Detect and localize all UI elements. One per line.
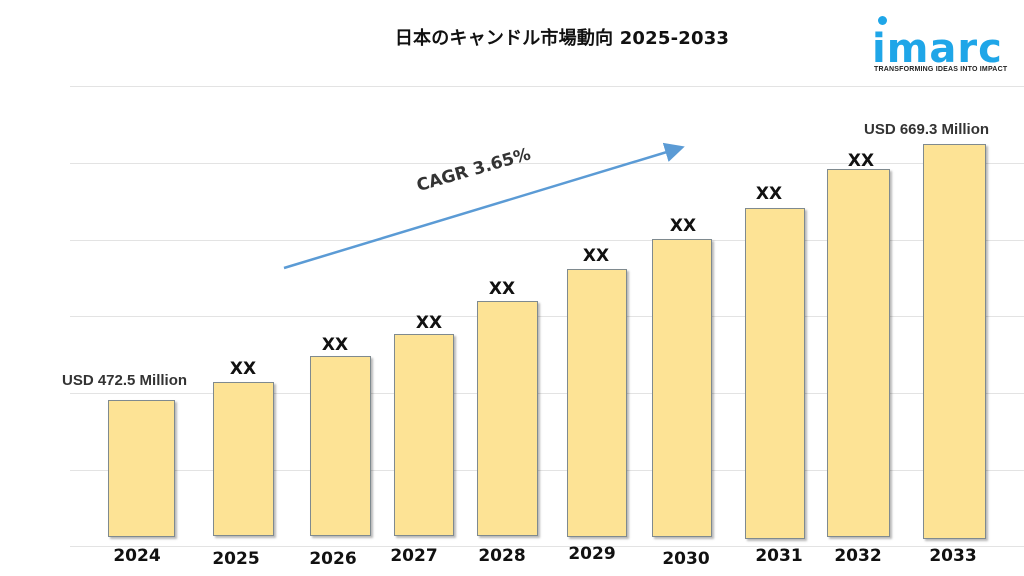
value-label-2028: XX — [488, 279, 516, 299]
bar-2030 — [652, 239, 712, 537]
bar-2033 — [923, 144, 986, 539]
x-axis-baseline — [70, 546, 1024, 547]
value-label-2032: XX — [847, 151, 875, 171]
gridline — [70, 470, 1024, 471]
gridline — [70, 316, 1024, 317]
imarc-logo: imarc TRANSFORMING IDEAS INTO IMPACT — [868, 12, 1018, 78]
bar-2027 — [394, 334, 454, 536]
logo-wordmark: imarc — [872, 26, 1003, 72]
value-label-2029: XX — [582, 246, 610, 266]
chart-title-text: 日本のキャンドル市場動向 2025-2033 — [394, 28, 730, 49]
end-value-label: USD 669.3 Million — [864, 121, 990, 138]
bar-2032 — [827, 169, 890, 537]
value-label-2031: XX — [755, 184, 783, 204]
x-label-2025: 2025 — [212, 549, 260, 569]
bar-2028 — [477, 301, 538, 536]
x-label-2027: 2027 — [390, 546, 438, 566]
x-label-2033: 2033 — [929, 546, 977, 566]
bar-2025 — [213, 382, 274, 536]
x-label-2031: 2031 — [755, 546, 803, 566]
value-label-2027: XX — [415, 313, 443, 333]
logo-tagline: TRANSFORMING IDEAS INTO IMPACT — [874, 66, 1008, 73]
x-label-2024: 2024 — [113, 546, 161, 566]
bar-2031 — [745, 208, 805, 539]
value-label-2030: XX — [669, 216, 697, 236]
gridline — [70, 240, 1024, 241]
logo-dot-icon — [878, 16, 887, 25]
x-label-2030: 2030 — [662, 549, 710, 569]
bar-2024 — [108, 400, 175, 537]
gridline — [70, 86, 1024, 87]
start-value-label: USD 472.5 Million — [62, 372, 188, 389]
bar-2026 — [310, 356, 371, 536]
x-label-2026: 2026 — [309, 549, 357, 569]
chart-title: 日本のキャンドル市場動向 2025-2033 — [0, 24, 1024, 50]
value-label-2026: XX — [321, 335, 349, 355]
bar-2029 — [567, 269, 627, 537]
x-label-2028: 2028 — [478, 546, 526, 566]
value-label-2025: XX — [229, 359, 257, 379]
x-label-2029: 2029 — [568, 544, 616, 564]
x-label-2032: 2032 — [834, 546, 882, 566]
gridline — [70, 393, 1024, 394]
gridline — [70, 163, 1024, 164]
